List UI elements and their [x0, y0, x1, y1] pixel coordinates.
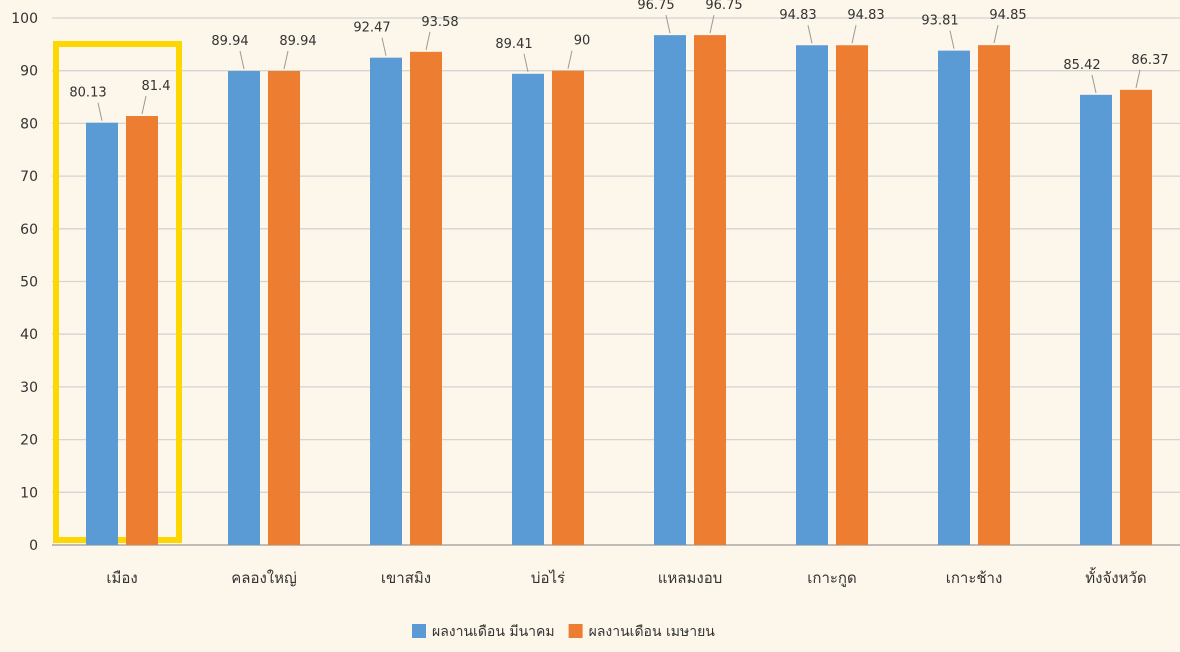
data-label: 89.41	[495, 37, 532, 52]
bar-march	[796, 45, 828, 545]
bar-april	[126, 116, 158, 545]
data-label: 94.85	[989, 8, 1026, 23]
data-label: 94.83	[779, 8, 816, 23]
data-label: 94.83	[847, 8, 884, 23]
data-label-leader	[381, 37, 387, 56]
data-label-leader	[709, 15, 715, 34]
data-label: 86.37	[1131, 53, 1168, 68]
data-label: 96.75	[705, 0, 742, 13]
legend-swatch	[412, 624, 426, 638]
bar-march	[654, 35, 686, 545]
data-label-leader	[283, 50, 289, 70]
data-label-leader	[425, 31, 431, 50]
x-tick-label: คลองใหญ่	[231, 569, 297, 587]
y-tick-label: 30	[20, 380, 38, 396]
bar-march	[86, 122, 118, 545]
data-label-leader	[523, 53, 529, 72]
bar-march	[938, 50, 970, 545]
data-label: 85.42	[1063, 58, 1100, 73]
bar-march	[512, 73, 544, 546]
data-label-leader	[1091, 74, 1097, 93]
legend-swatch	[568, 624, 583, 638]
bar-april	[552, 70, 584, 545]
x-tick-label: บ่อไร่	[531, 569, 565, 587]
data-label: 93.81	[921, 14, 958, 29]
y-tick-label: 70	[20, 169, 38, 185]
x-tick-label: เมือง	[106, 569, 137, 587]
x-tick-label: ทั้งจังหวัด	[1085, 567, 1146, 587]
legend-label: ผลงานเดือน เมษายน	[589, 624, 716, 640]
data-label-leader	[141, 95, 147, 115]
data-label: 80.13	[69, 86, 106, 101]
y-tick-label: 90	[20, 64, 38, 80]
bar-april	[836, 45, 868, 545]
bar-march	[1080, 94, 1112, 545]
y-tick-label: 10	[20, 485, 38, 501]
x-tick-label: เกาะช้าง	[946, 569, 1003, 587]
data-label-leader	[567, 50, 573, 69]
x-tick-label: เขาสมิง	[381, 569, 431, 587]
data-label-leader	[239, 50, 245, 70]
bar-april	[978, 45, 1010, 545]
data-label-leader	[993, 25, 999, 44]
data-label: 89.94	[279, 34, 316, 49]
data-label-leader	[807, 25, 813, 44]
x-tick-label: เกาะกูด	[807, 569, 857, 587]
data-label: 93.58	[421, 15, 458, 30]
y-tick-label: 80	[20, 116, 38, 132]
bar-april	[268, 71, 300, 545]
bar-april	[410, 51, 442, 545]
y-tick-label: 40	[20, 327, 38, 343]
data-label: 92.47	[353, 21, 390, 36]
y-tick-label: 20	[20, 433, 38, 449]
data-label-leader	[851, 25, 857, 44]
legend-label: ผลงานเดือน มีนาคม	[432, 624, 555, 640]
data-label-leader	[949, 30, 955, 49]
bar-april	[1120, 89, 1152, 545]
y-tick-label: 60	[20, 222, 38, 238]
bar-march	[370, 57, 402, 545]
data-label-leader	[665, 15, 671, 34]
data-label: 96.75	[637, 0, 674, 13]
data-label-leader	[1135, 69, 1141, 88]
y-tick-label: 100	[11, 11, 38, 27]
bar-april	[694, 35, 726, 545]
data-label: 90	[574, 34, 591, 49]
data-label: 89.94	[211, 34, 248, 49]
data-label: 81.4	[142, 79, 171, 94]
x-tick-label: แหลมงอบ	[658, 569, 723, 587]
y-tick-label: 50	[20, 275, 38, 291]
bar-march	[228, 71, 260, 545]
y-tick-label: 0	[29, 538, 38, 554]
data-label-leader	[97, 102, 103, 121]
